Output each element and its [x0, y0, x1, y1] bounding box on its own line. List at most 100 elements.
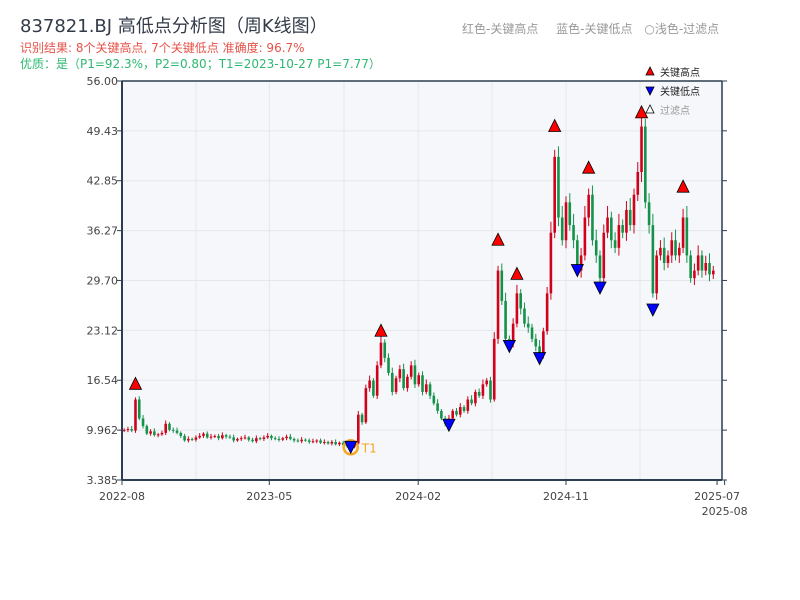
candle-body	[304, 439, 307, 441]
candle-body	[579, 255, 583, 271]
candle-body	[164, 423, 167, 433]
candle-body	[417, 375, 421, 385]
candle-body	[137, 399, 141, 419]
candle-body	[300, 439, 303, 442]
y-tick-label: 49.43	[87, 125, 119, 138]
candle-body	[530, 327, 534, 339]
candle-body	[613, 240, 617, 248]
candle-body	[462, 407, 466, 411]
candle-body	[428, 384, 432, 396]
candle-body	[670, 240, 674, 256]
candle-body	[583, 217, 587, 256]
candle-body	[696, 255, 700, 271]
candle-body	[160, 432, 164, 435]
candle-body	[224, 435, 228, 437]
legend-marker	[645, 86, 655, 96]
candle-body	[296, 440, 300, 442]
x-tick-label: 2025-08	[702, 505, 748, 518]
candle-body	[553, 156, 556, 233]
candle-body	[545, 293, 549, 332]
candle-body	[338, 442, 341, 445]
candle-body	[564, 202, 568, 241]
candle-body	[549, 232, 553, 294]
candle-body	[175, 430, 179, 433]
legend-label: 关键低点	[660, 85, 700, 98]
y-tick-label: 23.12	[87, 324, 119, 337]
key-low-marker	[344, 440, 358, 455]
candle-body	[557, 156, 560, 218]
key-high-marker	[374, 323, 388, 337]
candle-body	[708, 263, 711, 275]
candle-body	[141, 418, 145, 427]
candle-body	[179, 432, 183, 436]
candle-body	[432, 395, 436, 404]
key-low-marker	[532, 352, 547, 366]
candle-body	[470, 399, 473, 404]
candle-body	[190, 438, 194, 440]
key-low-marker	[570, 264, 584, 278]
candle-body	[436, 403, 439, 411]
candle-body	[236, 438, 239, 441]
candle-body	[323, 441, 326, 443]
legend-label: 关键高点	[660, 66, 700, 79]
candle-body	[364, 388, 368, 423]
candle-body	[481, 384, 485, 396]
candle-body	[621, 225, 624, 233]
candle-body	[255, 438, 258, 442]
candle-body	[451, 410, 455, 419]
candle-body	[372, 380, 375, 396]
candle-body	[247, 437, 251, 440]
candle-body	[636, 172, 640, 195]
candle-body	[440, 410, 443, 419]
candle-body	[134, 399, 137, 431]
candle-body	[213, 435, 217, 437]
candle-body	[258, 438, 262, 440]
candle-body	[655, 255, 658, 294]
candle-body	[587, 194, 590, 218]
key-high-marker	[491, 232, 505, 246]
candle-body	[360, 414, 364, 423]
candle-body	[610, 217, 613, 241]
legend-red-text: 红色-关键高点	[462, 22, 539, 36]
candle-body	[383, 342, 387, 358]
candle-body	[262, 437, 266, 439]
key-low-marker	[442, 418, 456, 433]
candle-body	[474, 391, 477, 404]
candle-body	[693, 270, 696, 279]
candle-body	[632, 194, 636, 226]
candle-body	[485, 380, 489, 385]
candle-body	[202, 433, 205, 436]
candle-body	[311, 441, 315, 443]
candle-body	[209, 436, 213, 438]
candle-body	[289, 436, 292, 439]
key-high-marker	[676, 179, 690, 193]
y-tick-label: 3.385	[87, 474, 119, 487]
candle-body	[534, 338, 538, 347]
candle-body	[326, 441, 330, 444]
candle-body	[560, 217, 564, 241]
candle-body	[375, 365, 379, 396]
candle-body	[651, 225, 655, 294]
candle-body	[681, 217, 685, 248]
candle-body	[700, 255, 704, 271]
x-tick-label: 2022-08	[99, 490, 145, 503]
candle-body	[542, 331, 545, 355]
candle-body	[591, 194, 594, 241]
candle-body	[598, 255, 602, 279]
legend-blue-text: 蓝色-关键低点	[556, 22, 633, 36]
candle-body	[504, 300, 507, 339]
candle-body	[187, 438, 190, 441]
candle-body	[205, 433, 209, 438]
y-tick-label: 9.962	[87, 424, 119, 437]
t1-label: T1	[361, 441, 377, 455]
candle-body	[168, 423, 171, 430]
quality-subtitle: 优质：是（P1=92.3%，P2=0.80；T1=2023-10-27 P1=7…	[20, 57, 381, 71]
candle-body	[659, 247, 662, 256]
legend-marker	[645, 66, 655, 76]
key-high-marker	[128, 376, 143, 390]
candle-body	[198, 435, 201, 438]
candle-body	[538, 346, 541, 355]
candle-body	[594, 240, 598, 256]
candle-body	[572, 225, 575, 241]
candle-body	[149, 431, 152, 434]
